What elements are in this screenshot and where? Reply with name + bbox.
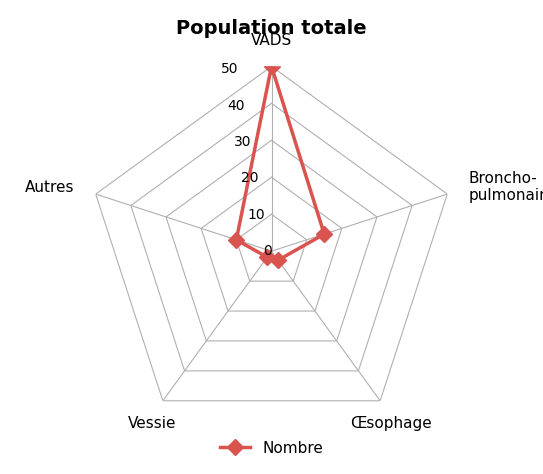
Text: Population totale: Population totale <box>176 19 367 38</box>
Text: 0: 0 <box>263 244 272 258</box>
Text: Autres: Autres <box>25 180 74 195</box>
Legend: Nombre: Nombre <box>213 434 330 462</box>
Text: 40: 40 <box>228 99 245 113</box>
Text: 30: 30 <box>234 135 251 149</box>
Text: Œsophage: Œsophage <box>350 416 432 431</box>
Text: Vessie: Vessie <box>128 416 176 431</box>
Text: 10: 10 <box>247 208 265 222</box>
Text: Broncho-
pulmonaire: Broncho- pulmonaire <box>469 171 543 203</box>
Text: VADS: VADS <box>251 33 292 48</box>
Text: 50: 50 <box>221 63 238 76</box>
Text: 20: 20 <box>241 172 258 185</box>
